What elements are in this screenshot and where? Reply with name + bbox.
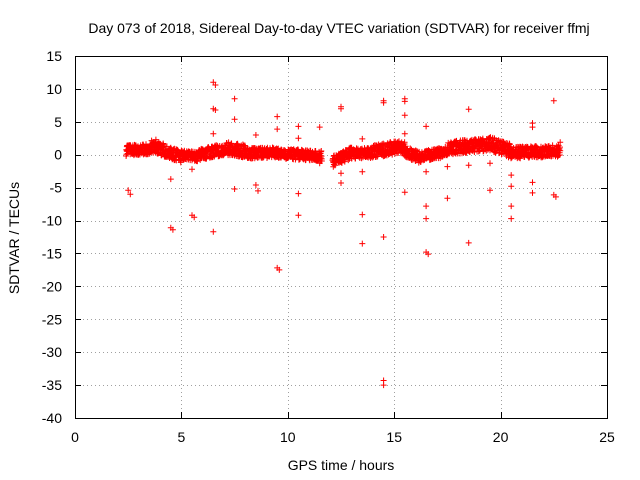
- data-point: [358, 155, 365, 162]
- y-tick-label: 10: [46, 81, 62, 97]
- data-point: [212, 82, 219, 88]
- data-point: [557, 147, 564, 154]
- data-point: [465, 106, 472, 113]
- x-tick-labels: 0 5 10 15 20 25: [71, 429, 615, 445]
- plot-frame: [75, 56, 608, 419]
- data-point: [529, 124, 536, 131]
- data-point: [295, 123, 302, 130]
- y-tick-labels: 15 10 5 0 -5 -10 -15 -20 -25 -30 -35 -40: [42, 48, 62, 426]
- data-point: [380, 382, 387, 389]
- data-point: [487, 160, 493, 167]
- data-point: [274, 126, 281, 133]
- data-point: [402, 143, 409, 150]
- data-point: [508, 215, 515, 222]
- chart-title: Day 073 of 2018, Sidereal Day-to-day VTE…: [88, 20, 589, 36]
- y-tick-label: 5: [54, 114, 62, 130]
- data-point: [529, 189, 536, 196]
- y-tick-label: -10: [42, 213, 62, 229]
- data-point: [169, 226, 176, 233]
- data-point: [316, 160, 323, 167]
- y-tick-label: -20: [42, 278, 62, 294]
- x-tick-label: 0: [71, 429, 79, 445]
- data-point: [359, 211, 366, 218]
- y-tick-label: -35: [42, 377, 62, 393]
- data-point: [425, 251, 432, 258]
- data-point: [212, 107, 219, 113]
- data-point: [191, 214, 198, 221]
- data-point: [252, 132, 259, 138]
- y-tick-label: -30: [42, 344, 62, 360]
- data-point: [557, 139, 564, 146]
- x-tick-label: 20: [493, 429, 509, 445]
- data-point: [401, 112, 408, 119]
- x-tick-label: 15: [386, 429, 402, 445]
- data-point: [444, 195, 451, 202]
- data-point: [380, 99, 387, 106]
- data-point: [125, 187, 132, 194]
- data-point: [487, 187, 493, 194]
- data-point: [210, 228, 217, 235]
- y-tick-label: 15: [46, 48, 62, 64]
- y-tick-label: -25: [42, 311, 62, 327]
- data-point: [231, 116, 238, 123]
- data-point: [152, 136, 159, 143]
- data-point: [210, 130, 217, 137]
- data-point: [255, 187, 261, 194]
- data-point: [338, 180, 344, 186]
- data-point: [423, 203, 430, 210]
- y-tick-label: 0: [54, 147, 62, 163]
- data-point: [529, 179, 536, 186]
- data-point: [231, 186, 238, 192]
- data-point: [189, 166, 195, 173]
- data-points: [123, 79, 564, 389]
- data-point: [423, 168, 430, 175]
- data-point: [295, 190, 302, 197]
- data-point: [465, 239, 472, 246]
- x-tick-label: 5: [178, 429, 186, 445]
- data-point: [345, 157, 352, 164]
- x-tick-label: 25: [599, 429, 615, 445]
- axis-ticks: [75, 56, 608, 419]
- data-point: [338, 170, 344, 177]
- data-point: [401, 130, 408, 137]
- data-point: [423, 123, 430, 130]
- data-point: [508, 172, 515, 179]
- data-point: [177, 159, 184, 166]
- data-point: [552, 193, 559, 200]
- data-point: [231, 95, 238, 102]
- data-point: [359, 168, 366, 175]
- data-point: [374, 153, 381, 160]
- data-point: [167, 176, 174, 183]
- x-tick-label: 10: [280, 429, 296, 445]
- y-tick-label: -40: [42, 410, 62, 426]
- data-point: [508, 183, 515, 190]
- data-point: [252, 182, 259, 188]
- y-tick-label: -15: [42, 245, 62, 261]
- data-point: [274, 113, 281, 120]
- data-point: [380, 234, 387, 240]
- data-point: [316, 124, 323, 131]
- data-point: [423, 215, 430, 222]
- grid-layer: [75, 56, 607, 418]
- data-point: [127, 191, 134, 198]
- data-point: [465, 162, 472, 169]
- y-tick-label: -5: [50, 180, 63, 196]
- data-point: [508, 203, 515, 210]
- data-point: [318, 148, 325, 154]
- data-point: [338, 105, 344, 112]
- data-point: [359, 240, 366, 247]
- data-point: [295, 135, 302, 142]
- data-point: [401, 189, 408, 196]
- data-point: [359, 135, 366, 142]
- data-point: [550, 97, 557, 104]
- data-point: [295, 212, 302, 219]
- data-point: [401, 139, 408, 146]
- data-point: [389, 151, 396, 158]
- y-axis-label: SDTVAR / TECUs: [6, 182, 22, 294]
- x-axis-label: GPS time / hours: [288, 457, 395, 473]
- data-point: [401, 98, 408, 105]
- data-point: [276, 266, 283, 273]
- data-point: [444, 163, 451, 170]
